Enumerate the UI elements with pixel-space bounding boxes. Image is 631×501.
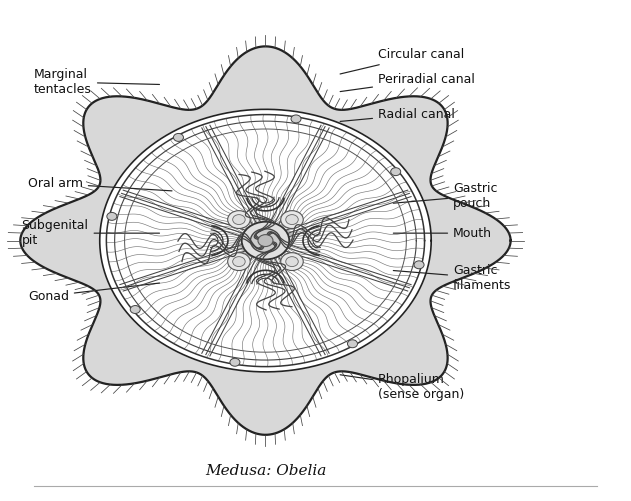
Circle shape (391, 168, 401, 176)
Text: Radial canal: Radial canal (340, 108, 455, 121)
Circle shape (348, 340, 358, 348)
Text: Medusa: Obelia: Medusa: Obelia (205, 464, 326, 478)
Circle shape (286, 257, 298, 267)
Polygon shape (100, 109, 431, 372)
Circle shape (130, 306, 140, 314)
Circle shape (286, 214, 298, 224)
Text: Oral arm: Oral arm (28, 177, 172, 191)
Circle shape (242, 222, 289, 260)
Circle shape (230, 358, 240, 366)
Text: Periradial canal: Periradial canal (340, 73, 475, 92)
Polygon shape (20, 47, 510, 435)
Text: Gastric
pouch: Gastric pouch (393, 182, 498, 210)
Circle shape (107, 212, 117, 220)
Circle shape (174, 133, 184, 141)
Text: Gastric
filaments: Gastric filaments (393, 264, 512, 292)
Circle shape (281, 253, 304, 271)
Text: Rhopalium
(sense organ): Rhopalium (sense organ) (340, 373, 464, 401)
Text: Mouth: Mouth (393, 226, 492, 239)
Text: Gonad: Gonad (28, 283, 160, 303)
Circle shape (414, 261, 424, 269)
Circle shape (233, 214, 245, 224)
Text: Marginal
tentacles: Marginal tentacles (34, 68, 160, 96)
Circle shape (281, 210, 304, 228)
Circle shape (228, 210, 250, 228)
Circle shape (228, 253, 250, 271)
Text: Circular canal: Circular canal (340, 48, 464, 74)
Circle shape (233, 257, 245, 267)
Text: Subgenital
pit: Subgenital pit (21, 219, 160, 247)
Circle shape (258, 234, 273, 246)
Circle shape (291, 115, 301, 123)
Circle shape (251, 228, 280, 253)
